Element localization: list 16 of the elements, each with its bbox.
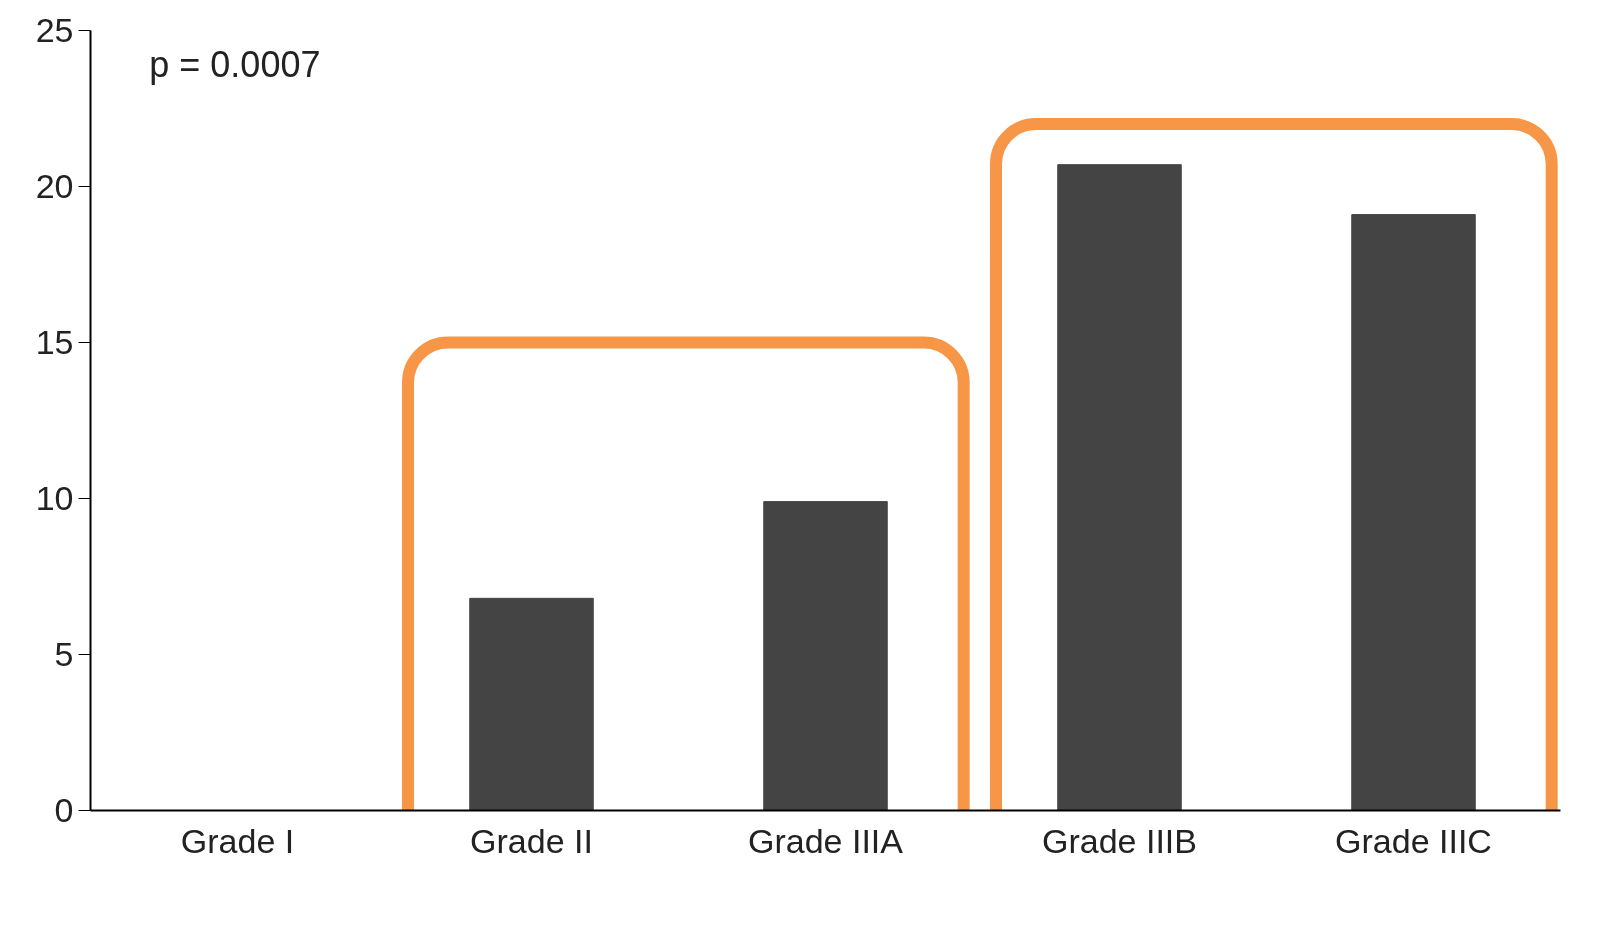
- y-tick-label: 15: [35, 323, 74, 361]
- y-tick-label: 25: [35, 11, 74, 49]
- x-tick-label: Grade IIIA: [748, 821, 904, 860]
- annotation: p = 0.0007: [149, 44, 321, 86]
- bar: [469, 597, 594, 811]
- x-tick-label: Grade IIIB: [1042, 821, 1197, 860]
- y-tick-label: 10: [35, 479, 74, 517]
- bar: [1057, 164, 1182, 811]
- x-tick-label: Grade I: [180, 821, 295, 860]
- y-tick-label: 5: [54, 635, 74, 673]
- y-tick-label: 0: [54, 791, 74, 829]
- x-tick-label: Grade IIIC: [1335, 821, 1492, 860]
- x-tick-label: Grade II: [470, 821, 593, 860]
- y-tick-label: 20: [35, 167, 74, 205]
- bar: [763, 501, 888, 811]
- bar: [1351, 214, 1476, 811]
